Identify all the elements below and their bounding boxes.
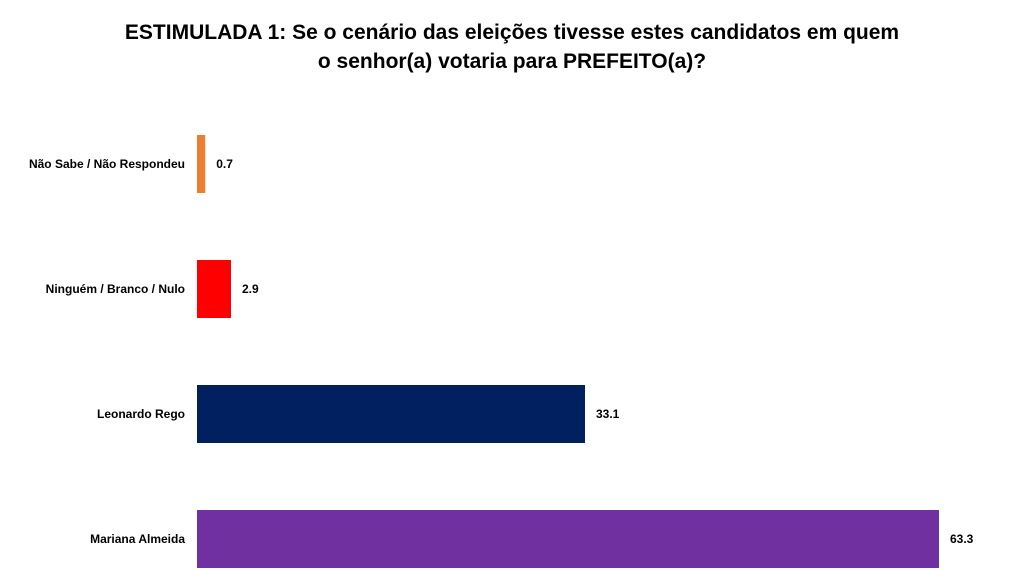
bar-2 <box>197 385 585 443</box>
category-label-3: Mariana Almeida <box>90 532 185 546</box>
bar-1 <box>197 260 231 318</box>
chart-title: ESTIMULADA 1: Se o cenário das eleições … <box>0 18 1024 76</box>
category-label-1: Ninguém / Branco / Nulo <box>46 282 185 296</box>
chart-title-line-1: ESTIMULADA 1: Se o cenário das eleições … <box>124 21 900 44</box>
bar-3 <box>197 510 939 568</box>
category-label-0: Não Sabe / Não Respondeu <box>29 157 185 171</box>
value-label-3: 63.3 <box>950 532 974 546</box>
value-label-0: 0.7 <box>216 157 233 171</box>
chart-title-line-2: o senhor(a) votaria para PREFEITO(a)? <box>317 50 707 73</box>
category-label-2: Leonardo Rego <box>97 407 185 421</box>
bar-0 <box>197 135 206 193</box>
value-label-1: 2.9 <box>242 282 259 296</box>
value-label-2: 33.1 <box>596 407 620 421</box>
